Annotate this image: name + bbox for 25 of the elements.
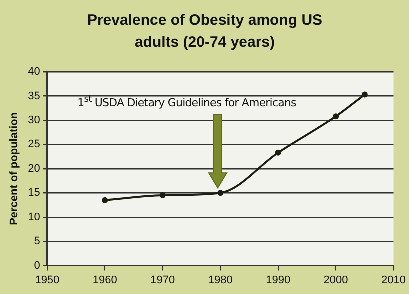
x-tick-label: 1960 (92, 274, 118, 286)
y-tick-label: 15 (28, 187, 40, 200)
x-tick-label: 2010 (382, 274, 406, 286)
y-axis-title: Percent of population (8, 112, 21, 226)
point (160, 192, 166, 199)
y-tick-label: 35 (28, 90, 40, 102)
point (362, 92, 368, 98)
point (275, 150, 282, 156)
y-tick-label: 25 (28, 138, 40, 151)
point (102, 197, 108, 204)
point (333, 114, 340, 120)
chart-title: Prevalence of Obesity among US adults (20-74 years) (86, 11, 324, 53)
x-tick-label: 1970 (150, 274, 176, 286)
y-tick-label: 30 (28, 114, 40, 126)
y-tick-label: 0 (34, 260, 40, 272)
y-tick-label: 40 (28, 66, 40, 78)
x-tick-label: 2000 (324, 274, 348, 286)
x-tick-label: 1990 (266, 274, 291, 286)
x-tick-label: 1980 (208, 274, 233, 286)
x-tick-label: 1950 (35, 274, 60, 286)
annotation: 1$^{st}$ USDA Dietary Guidelines for Americans (78, 94, 298, 110)
y-tick-label: 20 (28, 162, 40, 175)
point (218, 190, 224, 196)
y-tick-label: 10 (28, 211, 40, 224)
y-tick-label: 5 (34, 236, 40, 248)
